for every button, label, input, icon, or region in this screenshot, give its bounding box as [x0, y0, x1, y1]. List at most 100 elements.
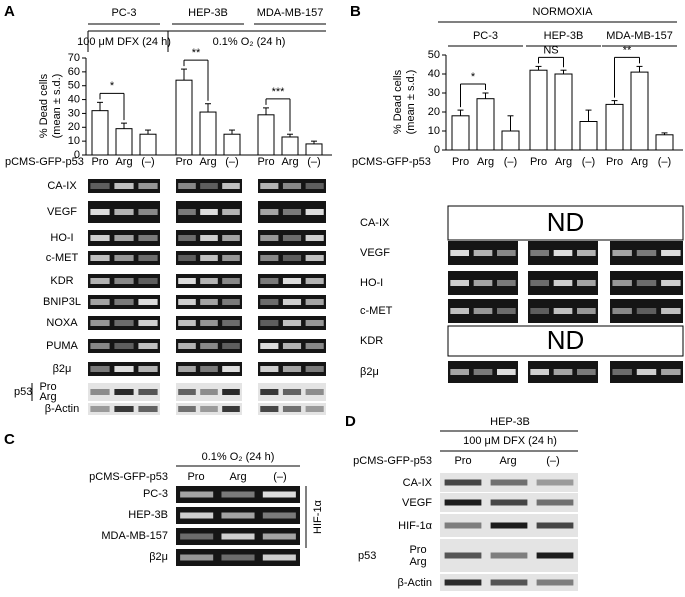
- bar: [305, 143, 323, 156]
- x-tick-label: (–): [225, 156, 238, 168]
- gel-band: [260, 255, 279, 261]
- y-tick-label: 40: [428, 68, 440, 80]
- gel-band: [577, 308, 596, 314]
- gel-band: [536, 579, 574, 586]
- blot-label: CA-IX: [47, 180, 77, 192]
- bar: [223, 133, 241, 156]
- x-tick-label: Pro: [91, 156, 108, 168]
- gel-band: [305, 278, 324, 284]
- blot-label: β2μ: [149, 551, 168, 563]
- x-tick-label: Pro: [175, 156, 192, 168]
- gel-band: [178, 406, 196, 412]
- gel-band: [282, 389, 302, 395]
- bar: [630, 71, 649, 151]
- gel-band: [90, 278, 110, 284]
- y-axis-label: % Dead cells: [392, 69, 404, 134]
- gel-band: [114, 255, 134, 261]
- gel-band: [536, 479, 574, 486]
- y-tick-label: 0: [74, 149, 80, 161]
- gel-band: [262, 554, 296, 561]
- gel-band: [90, 320, 110, 326]
- gel-band: [450, 308, 469, 314]
- condition-label: NORMOXIA: [533, 6, 594, 18]
- gel-band: [114, 320, 134, 326]
- gel-band: [180, 491, 214, 498]
- blot-label: KDR: [360, 335, 383, 347]
- blot-label: VEGF: [402, 497, 432, 509]
- y-axis-label: (mean ± s.d.): [51, 74, 63, 139]
- bar: [501, 130, 520, 151]
- y-tick-label: 30: [428, 87, 440, 99]
- gel-band: [260, 406, 279, 412]
- gel-band: [661, 250, 681, 256]
- gel-band: [490, 522, 528, 529]
- panel-label: C: [4, 431, 15, 448]
- gel-band: [114, 406, 134, 412]
- y-axis-label: % Dead cells: [38, 73, 50, 138]
- gel-band: [536, 522, 574, 529]
- gel-band: [114, 343, 134, 349]
- gel-band: [221, 533, 255, 540]
- gel-band: [138, 343, 158, 349]
- significance-label: *: [110, 80, 115, 92]
- gel-band: [90, 209, 110, 215]
- gel-band: [180, 512, 214, 519]
- y-tick-label: 40: [68, 93, 80, 105]
- blot-label: PC-3: [143, 488, 168, 500]
- gel-band: [222, 255, 240, 261]
- gel-band: [612, 308, 632, 314]
- lane-label: Arg: [229, 471, 246, 483]
- gel-band: [661, 369, 681, 375]
- gel-band: [262, 512, 296, 519]
- gel-band: [138, 209, 158, 215]
- gel-band: [260, 343, 279, 349]
- blot-label: PUMA: [46, 340, 78, 352]
- x-axis-label: pCMS-GFP-p53: [352, 156, 431, 168]
- group-label: MDA-MB-157: [606, 30, 673, 42]
- nd-box: [447, 325, 684, 357]
- y-tick-label: 10: [68, 135, 80, 147]
- nd-box: [447, 205, 684, 241]
- bar: [91, 110, 109, 156]
- gel-band: [490, 499, 528, 506]
- gel-band: [450, 369, 469, 375]
- blot-label: VEGF: [47, 206, 77, 218]
- gel-band: [178, 343, 196, 349]
- band-label: Pro: [39, 381, 56, 393]
- gel-band: [200, 299, 218, 305]
- blot-label: HIF-1α: [398, 520, 433, 532]
- y-tick-label: 20: [428, 106, 440, 118]
- gel-band: [262, 491, 296, 498]
- blot-label: HO-I: [360, 277, 383, 289]
- bar: [139, 133, 157, 156]
- bar: [476, 98, 495, 151]
- y-tick-label: 20: [68, 121, 80, 133]
- gel-band: [200, 183, 218, 189]
- gel-band: [200, 320, 218, 326]
- gel-band: [260, 209, 279, 215]
- gel-band: [305, 255, 324, 261]
- gel-band: [222, 209, 240, 215]
- bracket-label: HIF-1α: [312, 499, 324, 534]
- gel-band: [577, 250, 596, 256]
- gel-band: [178, 366, 196, 372]
- gel-band: [200, 209, 218, 215]
- gel-band: [90, 366, 110, 372]
- y-tick-label: 30: [68, 107, 80, 119]
- gel-band: [222, 343, 240, 349]
- gel-band: [282, 320, 302, 326]
- gel-band: [444, 479, 482, 486]
- y-tick-label: 10: [428, 125, 440, 137]
- x-tick-label: Arg: [631, 156, 648, 168]
- gel-band: [530, 369, 549, 375]
- x-axis-label: pCMS-GFP-p53: [353, 455, 432, 467]
- gel-band: [553, 369, 573, 375]
- lane-label: Pro: [454, 455, 471, 467]
- gel-band: [282, 366, 302, 372]
- gel-band: [260, 299, 279, 305]
- gel-band: [221, 491, 255, 498]
- significance-label: **: [192, 47, 201, 59]
- gel-band: [260, 366, 279, 372]
- x-axis-label: pCMS-GFP-p53: [5, 156, 84, 168]
